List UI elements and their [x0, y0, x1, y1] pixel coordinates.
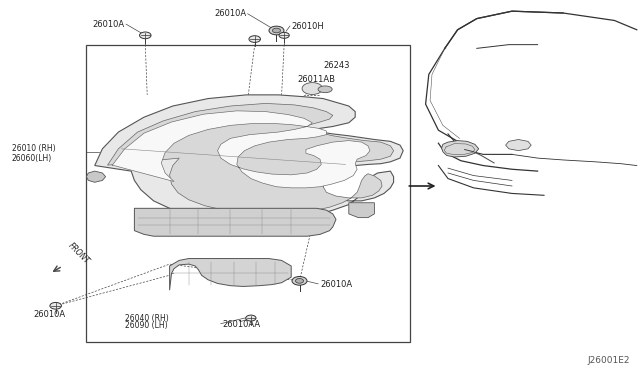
Text: 26010 (RH): 26010 (RH) — [12, 144, 55, 153]
Circle shape — [296, 279, 303, 283]
Circle shape — [273, 28, 280, 33]
Polygon shape — [170, 259, 291, 290]
Text: FRONT: FRONT — [66, 241, 91, 266]
Text: 26010A: 26010A — [214, 9, 246, 17]
Bar — [86, 45, 410, 342]
Text: 26011AB: 26011AB — [298, 76, 335, 84]
Circle shape — [50, 302, 61, 309]
Ellipse shape — [318, 86, 332, 93]
Circle shape — [302, 83, 323, 94]
Polygon shape — [134, 208, 336, 236]
Circle shape — [269, 26, 284, 35]
Polygon shape — [506, 140, 531, 151]
Circle shape — [246, 315, 256, 321]
Text: 26060(LH): 26060(LH) — [12, 154, 52, 163]
Polygon shape — [86, 171, 106, 182]
Text: 26010A: 26010A — [33, 310, 65, 319]
Polygon shape — [442, 141, 479, 157]
Text: 26090 (LH): 26090 (LH) — [125, 321, 168, 330]
Polygon shape — [108, 103, 394, 214]
Polygon shape — [112, 111, 370, 188]
Text: 26010H: 26010H — [291, 22, 324, 31]
Text: 26010AA: 26010AA — [223, 320, 261, 329]
Polygon shape — [95, 95, 403, 221]
Text: 26040 (RH): 26040 (RH) — [125, 314, 168, 323]
Circle shape — [140, 32, 151, 39]
Polygon shape — [349, 203, 374, 218]
Text: 26010A: 26010A — [320, 280, 352, 289]
Text: 26243: 26243 — [323, 61, 349, 70]
Text: 26010A: 26010A — [93, 20, 125, 29]
Circle shape — [292, 276, 307, 285]
Circle shape — [279, 32, 289, 38]
Circle shape — [249, 36, 260, 42]
Text: J26001E2: J26001E2 — [588, 356, 630, 365]
